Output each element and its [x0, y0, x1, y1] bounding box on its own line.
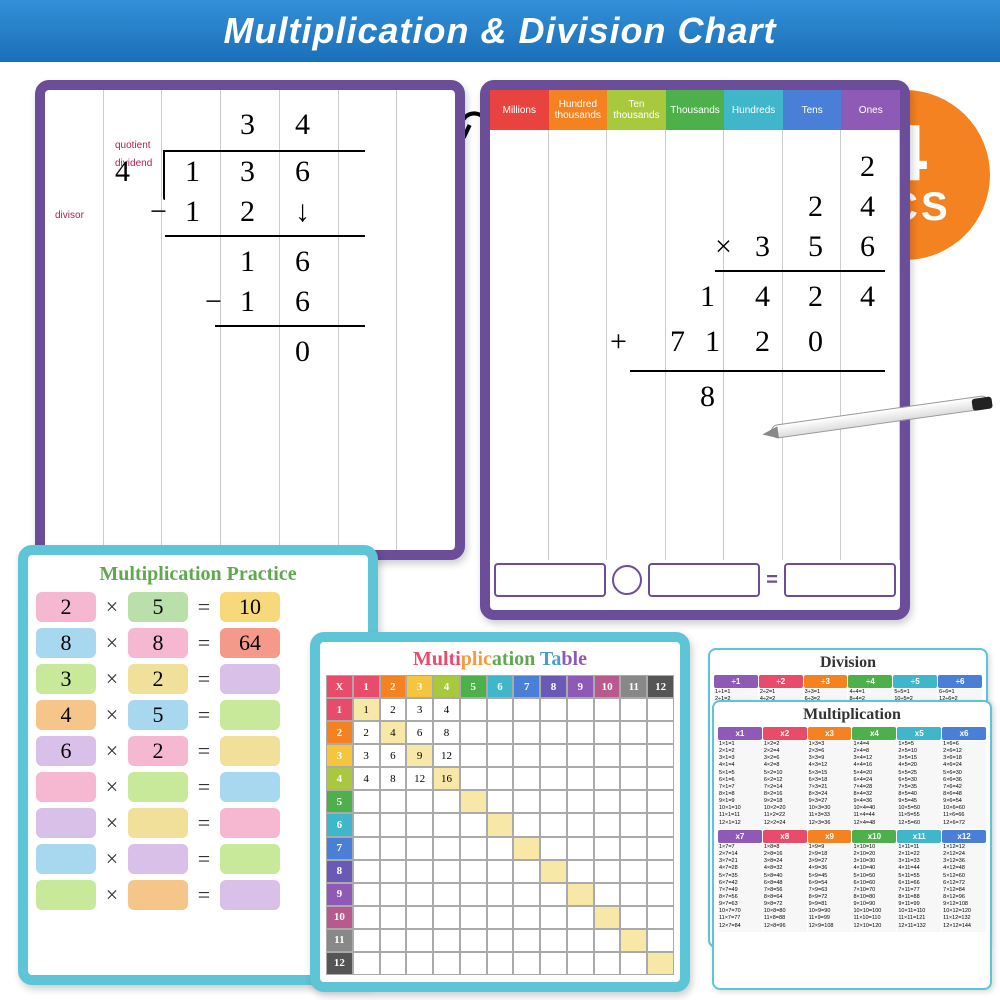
mp-title: Multiplication Practice — [36, 563, 360, 586]
ref-mul-title: Multiplication — [718, 706, 986, 724]
mt-title: Multiplication Table — [326, 648, 674, 671]
quotient-label: quotient — [115, 140, 151, 151]
page-title: Multiplication & Division Chart — [0, 0, 1000, 62]
place-value-board: MillionsHundred thousandsTen thousandsTh… — [480, 80, 910, 620]
mult-table-board: Multiplication Table X123456789101112112… — [310, 632, 690, 992]
ref-div-title: Division — [714, 654, 982, 672]
mult-ref-card: Multiplication x1x2x3x4x5x61×1=12×1=23×1… — [712, 700, 992, 990]
division-board: quotient dividend divisor 3 4 4 1 3 6 − … — [35, 80, 465, 560]
divisor-label: divisor — [55, 210, 84, 221]
